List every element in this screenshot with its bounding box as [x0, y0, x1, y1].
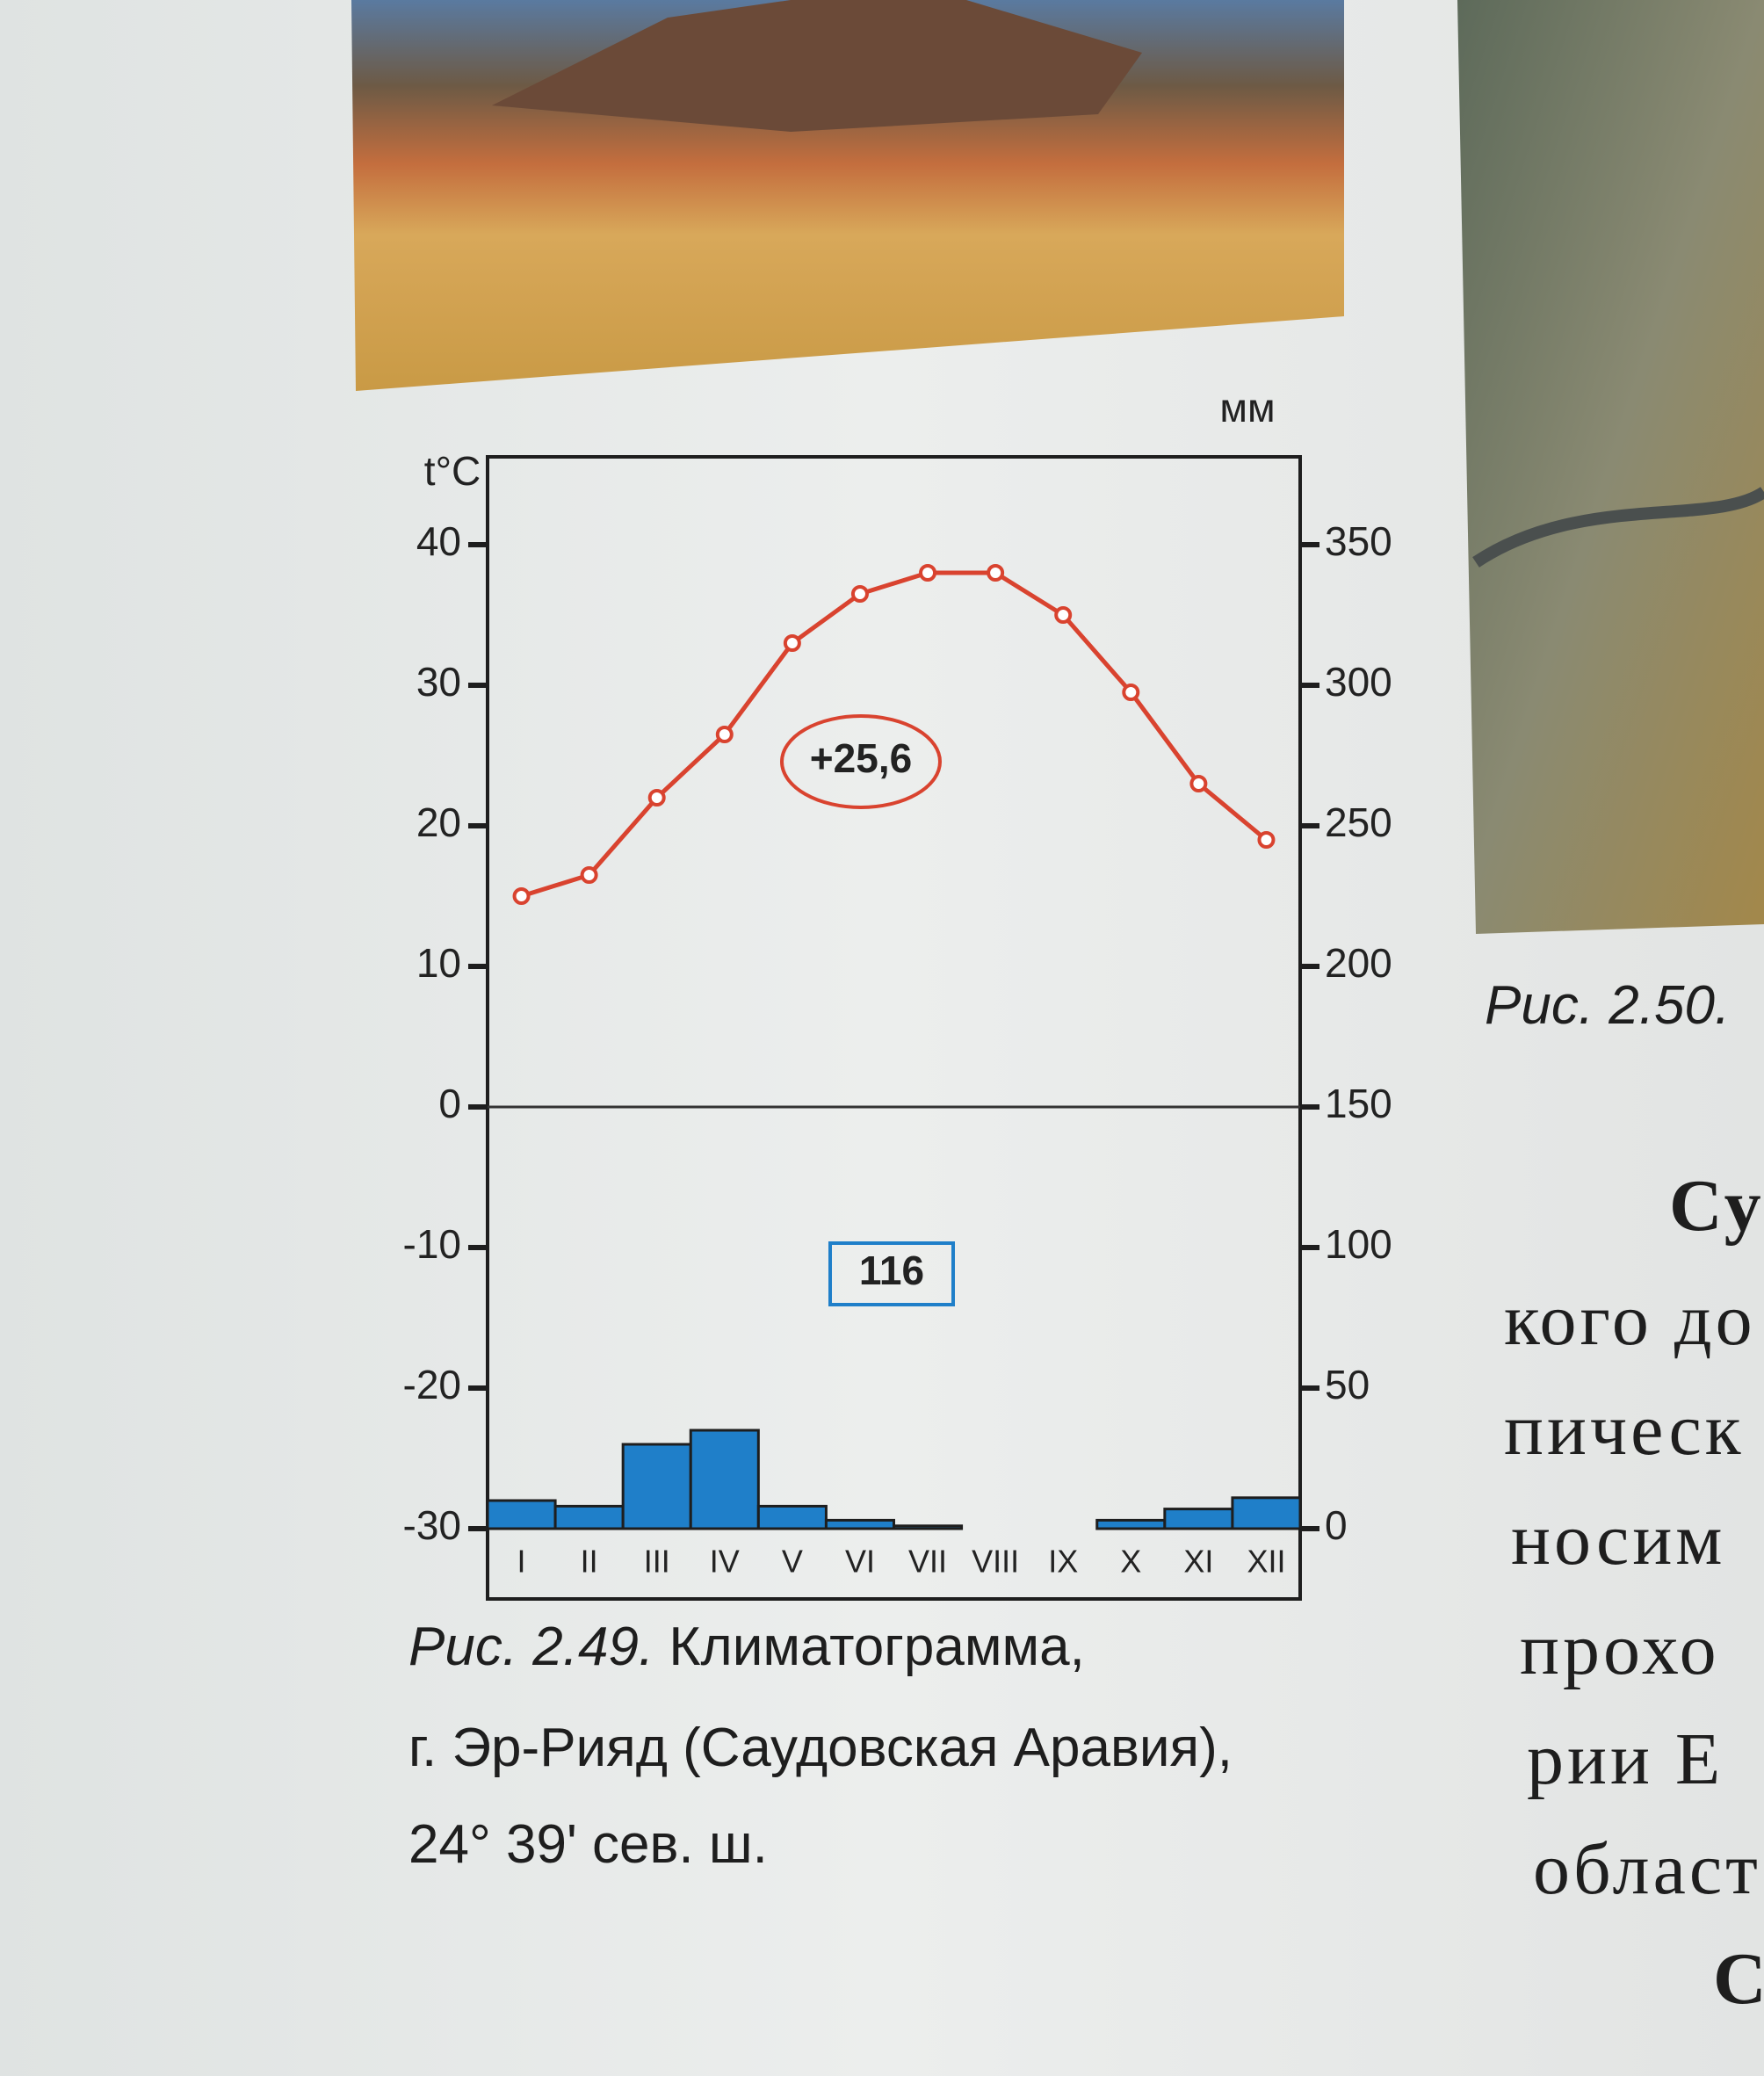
- y2-tick-label: 300: [1325, 659, 1392, 705]
- y-tick-label: 20: [416, 799, 461, 845]
- precipitation-bar: [621, 1443, 692, 1530]
- caption: Рис. 2.49. Климатограмма, г. Эр-Рияд (Са…: [408, 1617, 1233, 1875]
- precipitation-bar: [486, 1499, 557, 1530]
- precipitation-bar: [824, 1518, 896, 1530]
- temperature-point: [987, 564, 1005, 582]
- mountain-photo: [1457, 0, 1764, 934]
- temperature-point: [1189, 775, 1208, 792]
- y-axis-label: t°C: [424, 448, 481, 494]
- y-tick-label: 30: [416, 659, 461, 705]
- x-tick-label: VII: [908, 1544, 947, 1580]
- x-tick-label: X: [1120, 1544, 1141, 1580]
- caption-text: Климатограмма,: [669, 1617, 1084, 1677]
- photo-road: [1472, 487, 1764, 568]
- y-tick-label: -10: [403, 1221, 461, 1267]
- x-tick-label: V: [782, 1544, 803, 1580]
- temperature-point: [715, 726, 734, 743]
- text-line: рии Е: [1527, 1718, 1724, 1800]
- annual-precipitation: 116: [859, 1248, 924, 1293]
- precipitation-bar: [553, 1504, 625, 1530]
- text-line: пическ: [1504, 1389, 1745, 1471]
- mean-temperature: +25,6: [810, 735, 912, 781]
- x-tick-label: VI: [845, 1544, 875, 1580]
- x-tick-label: IV: [710, 1544, 740, 1580]
- temperature-point: [850, 585, 869, 603]
- precipitation-bar: [689, 1429, 760, 1530]
- text-line: кого до: [1504, 1279, 1756, 1361]
- precipitation-box: [828, 1241, 955, 1306]
- photo-rock: [492, 0, 1142, 132]
- side-text: Рис. 2.50. Су кого до пическ носим прохо…: [1485, 975, 1764, 2020]
- temperature-line: [520, 570, 1269, 899]
- y-tick-label: -30: [403, 1502, 461, 1548]
- y2-tick-label: 250: [1325, 799, 1392, 845]
- y2-tick-label: 350: [1325, 518, 1392, 564]
- x-tick-label: XI: [1183, 1544, 1213, 1580]
- y2-axis-label: мм: [1219, 385, 1275, 430]
- caption-line: г. Эр-Рияд (Саудовская Аравия),: [408, 1718, 1233, 1778]
- temperature-point: [580, 866, 598, 884]
- climatogram: -30 -20 -10 0 10 20 30 40 0 50 100 150 200 250 300 350 I…: [403, 518, 1392, 1579]
- x-tick-label: II: [581, 1544, 598, 1580]
- temperature-point: [783, 634, 801, 652]
- x-tick-label: IX: [1048, 1544, 1078, 1580]
- mean-temperature-ring: [780, 714, 942, 809]
- precipitation-bar: [1095, 1518, 1167, 1530]
- y2-tick-label: 50: [1325, 1362, 1370, 1407]
- heading: С: [1713, 1938, 1764, 2020]
- y-tick-label: -20: [403, 1362, 461, 1407]
- x-tick-label: I: [517, 1544, 526, 1580]
- caption-label: Рис. 2.49.: [408, 1617, 654, 1677]
- figure-label: Рис. 2.50.: [1485, 975, 1730, 1036]
- temperature-point: [512, 887, 531, 905]
- y2-tick-label: 0: [1325, 1502, 1348, 1548]
- y2-tick-label: 200: [1325, 940, 1392, 986]
- y-tick-label: 0: [438, 1081, 461, 1126]
- x-tick-label: III: [644, 1544, 670, 1580]
- temperature-point: [647, 789, 666, 807]
- x-tick-label: XII: [1247, 1544, 1285, 1580]
- precipitation-bar: [1163, 1508, 1234, 1530]
- temperature-point: [1257, 831, 1276, 849]
- x-tick-label: VIII: [972, 1544, 1019, 1580]
- precipitation-bar: [893, 1524, 964, 1530]
- y2-tick-label: 150: [1325, 1081, 1392, 1126]
- y-tick-label: 10: [416, 940, 461, 986]
- text-line: носим: [1511, 1499, 1725, 1581]
- precipitation-bar: [756, 1504, 828, 1530]
- chart-frame: [486, 455, 1302, 1601]
- caption-line: 24° 39' сев. ш.: [408, 1814, 768, 1875]
- text-line: прохо: [1520, 1609, 1720, 1690]
- temperature-point: [919, 564, 937, 582]
- text-line: област: [1533, 1828, 1761, 1910]
- precipitation-bar: [1231, 1496, 1302, 1530]
- temperature-point: [1054, 606, 1073, 624]
- caption-line: Рис. 2.49. Климатограмма,: [408, 1617, 1085, 1677]
- temperature-point: [1122, 684, 1140, 701]
- heading: Су: [1669, 1165, 1764, 1247]
- y2-tick-label: 100: [1325, 1221, 1392, 1267]
- y-tick-label: 40: [416, 518, 461, 564]
